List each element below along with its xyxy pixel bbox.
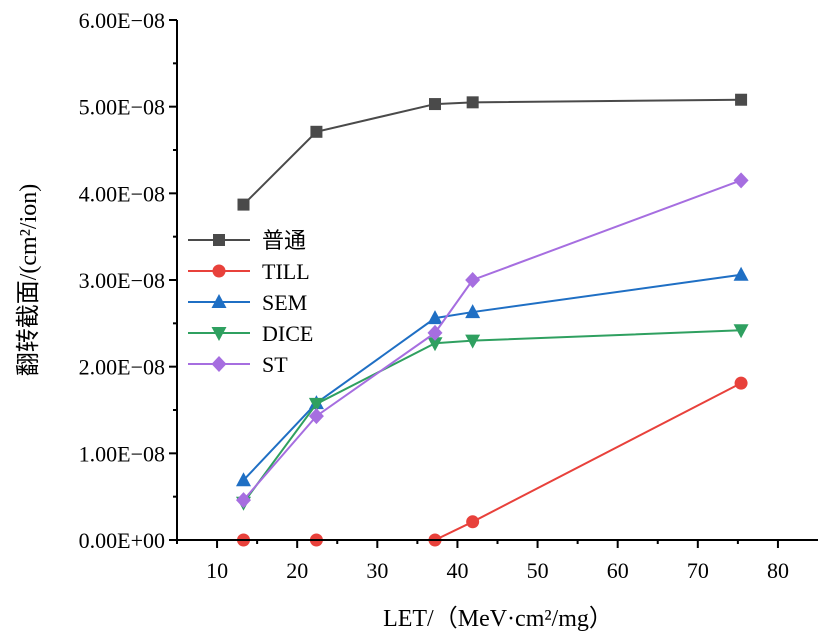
legend-label: TILL bbox=[262, 259, 310, 284]
legend-marker bbox=[212, 264, 226, 278]
y-axis-title: 翻转截面/(cm²/ion) bbox=[15, 184, 42, 377]
series-line bbox=[242, 98, 742, 206]
data-point bbox=[735, 93, 748, 106]
data-point bbox=[466, 515, 480, 529]
x-axis-title: LET/（MeV·cm²/mg） bbox=[383, 606, 613, 632]
data-point bbox=[427, 337, 443, 352]
axes: 0.00E+00 1.00E−08 2.00E−08 3.00E−08 4.00E−08… bbox=[79, 8, 818, 583]
x-tick-label: 30 bbox=[366, 558, 388, 583]
x-tick-label: 10 bbox=[206, 558, 228, 583]
y-tick-label: 5.00E−08 bbox=[79, 95, 165, 120]
series-line bbox=[242, 273, 742, 481]
data-point bbox=[465, 334, 481, 349]
legend-marker bbox=[211, 294, 227, 308]
data-point bbox=[734, 376, 748, 390]
x-tick-label: 50 bbox=[527, 558, 549, 583]
y-tick-label: 3.00E−08 bbox=[79, 268, 165, 293]
legend-label: ST bbox=[262, 352, 288, 377]
legend-label: SEM bbox=[262, 290, 307, 315]
x-tick-label: 80 bbox=[767, 558, 789, 583]
legend: 普通 TILL SEM DICE ST bbox=[188, 228, 313, 377]
legend-marker bbox=[211, 327, 227, 341]
data-point bbox=[466, 96, 479, 109]
data-point bbox=[429, 98, 442, 111]
x-tick-label: 60 bbox=[607, 558, 629, 583]
data-point bbox=[308, 408, 324, 425]
data-point bbox=[733, 266, 749, 281]
data-point bbox=[310, 125, 323, 138]
data-point bbox=[733, 324, 749, 339]
y-tick-label: 1.00E−08 bbox=[79, 441, 165, 466]
y-tick-label: 6.00E−08 bbox=[79, 8, 165, 33]
x-tick-label: 40 bbox=[446, 558, 468, 583]
y-tick-label: 4.00E−08 bbox=[79, 181, 165, 206]
y-tick-label: 0.00E+00 bbox=[79, 528, 165, 553]
legend-label: DICE bbox=[262, 321, 313, 346]
x-tick-label: 20 bbox=[286, 558, 308, 583]
legend-marker bbox=[211, 356, 227, 372]
legend-label: 普通 bbox=[262, 228, 306, 253]
data-point bbox=[733, 172, 749, 189]
y-tick-label: 2.00E−08 bbox=[79, 355, 165, 380]
data-point bbox=[465, 304, 481, 319]
data-point bbox=[236, 492, 252, 509]
data-point bbox=[308, 397, 324, 412]
x-tick-label: 70 bbox=[687, 558, 709, 583]
data-point bbox=[237, 198, 250, 211]
legend-marker bbox=[213, 234, 225, 246]
data-point bbox=[427, 310, 443, 325]
data-point bbox=[427, 324, 443, 341]
data-point bbox=[465, 272, 481, 288]
data-point bbox=[236, 472, 252, 487]
